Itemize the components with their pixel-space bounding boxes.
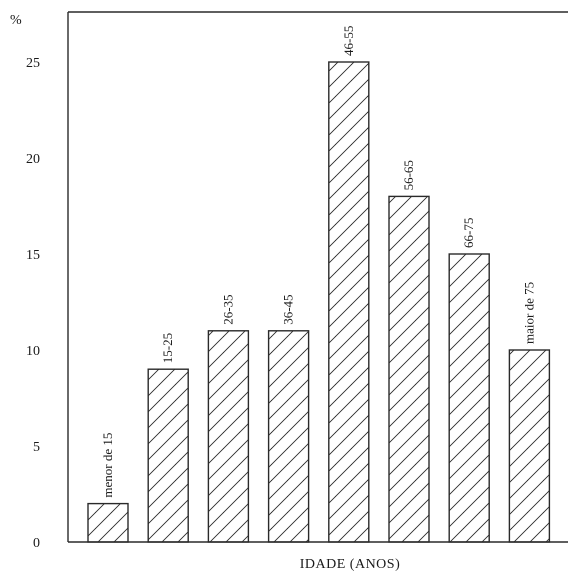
bar-menor-de-15 (87, 502, 129, 543)
y-tick-label: 0 (33, 536, 40, 551)
bar-maior-de-75 (508, 349, 551, 543)
bar-56-65 (388, 195, 430, 543)
bars (87, 61, 551, 543)
y-tick-label: 10 (26, 344, 40, 359)
bar-label: 26-35 (220, 294, 235, 324)
bar-label: 15-25 (160, 333, 175, 363)
bar-36-45 (267, 330, 310, 543)
bar-label: 56-65 (401, 160, 416, 190)
bar-15-25 (147, 368, 189, 543)
axes (67, 11, 568, 543)
bar-26-35 (207, 330, 250, 543)
y-tick-label: 20 (26, 152, 40, 167)
y-tick-labels: 0 5 10 15 20 25 (26, 56, 40, 551)
y-tick-label: 25 (26, 56, 40, 71)
x-axis-label: IDADE (ANOS) (300, 557, 401, 572)
y-tick-label: 15 (26, 248, 40, 263)
y-axis-label: % (10, 13, 22, 28)
bar-66-75 (448, 253, 490, 543)
bar-label: 36-45 (281, 294, 296, 324)
bar-label: menor de 15 (100, 433, 115, 498)
y-tick-label: 5 (33, 440, 40, 455)
bar-46-55 (328, 61, 370, 543)
bar-label: maior de 75 (521, 282, 536, 344)
bar-label: 46-55 (341, 26, 356, 56)
bar-label: 66-75 (461, 218, 476, 248)
bar-labels: menor de 15 15-25 26-35 36-45 46-55 56-65 66-7… (100, 26, 536, 498)
